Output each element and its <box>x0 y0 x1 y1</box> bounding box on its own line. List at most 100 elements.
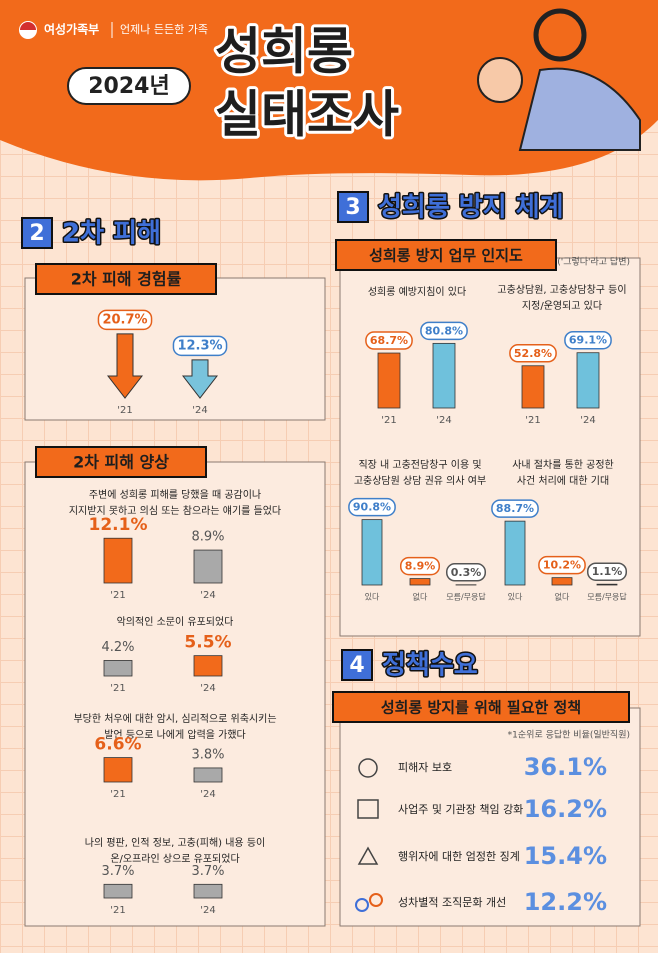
section-number: 2 <box>29 221 44 246</box>
policy-label: 사업주 및 기관장 책임 강화 <box>398 803 523 816</box>
panel-box <box>24 461 326 927</box>
label-pill <box>365 331 413 350</box>
label-pill <box>586 562 628 581</box>
category-label: '21 <box>110 789 125 800</box>
slogan: 언제나 든든한 가족 <box>120 23 208 36</box>
chart-title: 지정/운영되고 있다 <box>522 300 602 312</box>
value-label: 4.2% <box>101 640 134 655</box>
policy-label: 행위자에 대한 엄정한 징계 <box>398 850 520 863</box>
bar <box>103 757 133 783</box>
section-number-box <box>337 191 369 223</box>
category-label: '21 <box>381 415 396 426</box>
illustration <box>533 8 587 62</box>
icon <box>355 898 369 912</box>
label-pill <box>491 499 539 518</box>
category-label: '24 <box>200 905 215 916</box>
value-label: 5.5% <box>184 633 231 653</box>
value-label: 69.1% <box>569 334 607 347</box>
note: *1순위로 응답한 비율(일반직원) <box>508 729 630 741</box>
category-label: '24 <box>200 683 215 694</box>
section-number: 3 <box>345 195 360 220</box>
bar <box>103 660 133 677</box>
panel-title: 2차 피해 경험률 <box>71 270 182 289</box>
section-title: 2차 피해 <box>62 219 161 249</box>
category-label: '24 <box>580 415 595 426</box>
year-pill <box>67 67 191 105</box>
logo-text: 여성가족부 <box>44 22 99 37</box>
value-label: 10.2% <box>543 559 581 572</box>
value-label: 0.3% <box>451 566 482 579</box>
panel-title: 성희롱 방지 업무 인지도 <box>369 247 523 265</box>
label-pill <box>172 335 228 357</box>
main-title: 성희롱 <box>215 23 353 81</box>
note: ('그렇다'라고 답변) <box>557 256 630 268</box>
policy-value: 15.4% <box>524 842 607 870</box>
panel-tag <box>332 691 630 723</box>
section-title: 성희롱 방지 체계 <box>378 193 564 223</box>
label-pill <box>445 563 487 582</box>
section-number-box <box>21 217 53 249</box>
category-label: '24 <box>200 590 215 601</box>
bar <box>193 883 223 899</box>
panel-tag <box>335 239 557 271</box>
value-label: 8.9% <box>191 530 224 545</box>
policy-value: 16.2% <box>524 795 607 823</box>
arrow <box>181 359 219 399</box>
section-title: 정책수요 <box>382 651 478 681</box>
illustration <box>477 57 523 103</box>
label-pill <box>399 556 441 576</box>
bar <box>504 520 526 586</box>
bar <box>103 537 133 584</box>
category-label: '24 <box>436 415 451 426</box>
bar <box>193 767 223 783</box>
arrow <box>106 333 144 399</box>
value-label: 1.1% <box>592 565 623 578</box>
year: 2024년 <box>88 74 169 99</box>
value-label: 52.8% <box>514 347 552 360</box>
chart-title: 발언 등으로 나에게 압력을 가했다 <box>104 728 246 741</box>
category-label: 모름/무응답 <box>446 592 486 602</box>
policy-value: 12.2% <box>524 888 607 916</box>
bar <box>551 577 573 586</box>
bar <box>432 342 456 409</box>
value-label: 20.7% <box>102 312 147 327</box>
chart-title: 사건 처리에 대한 기대 <box>517 475 609 487</box>
chart-title: 직장 내 고충전담창구 이용 및 <box>358 459 481 471</box>
chart-title: 사내 절차를 통한 공정한 <box>512 458 614 471</box>
chart-title: 지지받지 못하고 의심 또는 참으라는 얘기를 들었다 <box>69 504 281 517</box>
category-label: 없다 <box>413 593 428 602</box>
value-label: 3.7% <box>101 864 134 879</box>
policy-label: 성차별적 조직문화 개선 <box>398 896 506 909</box>
bar <box>409 578 431 586</box>
panel-box <box>339 707 641 927</box>
bar <box>193 655 223 677</box>
label-pill <box>420 321 468 341</box>
category-label: '21 <box>110 590 125 601</box>
policy-label: 피해자 보호 <box>398 760 452 774</box>
chart-title: 성희롱 예방지침이 있다 <box>368 286 466 298</box>
icon <box>357 846 379 865</box>
category-label: '24 <box>200 789 215 800</box>
value-label: 68.7% <box>370 334 408 347</box>
policy-value: 36.1% <box>524 753 607 781</box>
chart-title: 주변에 성희롱 피해를 당했을 때 공감이나 <box>89 488 261 501</box>
category-label: '21 <box>117 405 132 416</box>
bar <box>361 519 383 586</box>
label-pill <box>564 330 612 350</box>
value-label: 88.7% <box>496 502 534 515</box>
category-label: 있다 <box>365 592 380 602</box>
category-label: '21 <box>110 683 125 694</box>
chart-title: 온/오프라인 상으로 유포되었다 <box>110 853 239 865</box>
icon <box>357 799 379 819</box>
value-label: 3.8% <box>191 747 224 762</box>
label-pill <box>348 497 396 517</box>
logo-icon <box>20 22 36 30</box>
value-label: 80.8% <box>425 324 463 337</box>
value-label: 6.6% <box>94 735 141 755</box>
label-pill <box>538 555 586 575</box>
value-label: 12.3% <box>177 338 222 353</box>
icon <box>369 893 383 907</box>
panel-tag <box>35 446 207 478</box>
category-label: '21 <box>525 415 540 426</box>
